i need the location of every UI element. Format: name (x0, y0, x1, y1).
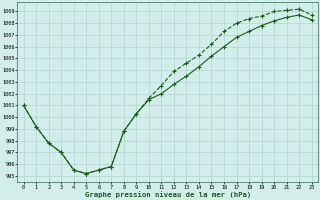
X-axis label: Graphe pression niveau de la mer (hPa): Graphe pression niveau de la mer (hPa) (84, 191, 251, 198)
